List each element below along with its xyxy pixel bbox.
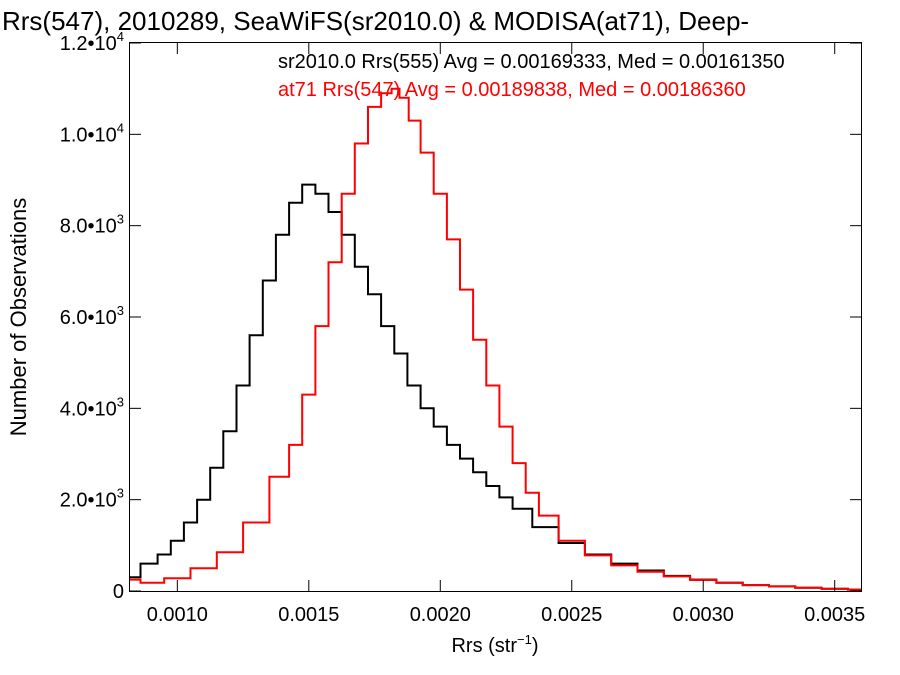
x-axis-ticks: 0.0010 0.0015 0.0020 0.0025 0.0030 0.0035 bbox=[147, 43, 865, 626]
series-layer bbox=[130, 87, 861, 591]
x-axis-label-main: Rrs (str bbox=[451, 635, 517, 657]
x-tick-label: 0.0025 bbox=[541, 604, 602, 626]
legend-annotations: sr2010.0 Rrs(555) Avg = 0.00169333, Med … bbox=[278, 51, 785, 101]
y-tick-label: 1.0•104 bbox=[60, 120, 124, 146]
x-tick-label: 0.0020 bbox=[410, 604, 471, 626]
series-line-1 bbox=[130, 87, 861, 591]
annotation-sr2010: sr2010.0 Rrs(555) Avg = 0.00169333, Med … bbox=[278, 51, 785, 73]
chart-title: Rrs(547), 2010289, SeaWiFS(sr2010.0) & M… bbox=[2, 6, 749, 36]
plot-frame bbox=[129, 42, 862, 592]
plot-area: 0.0010 0.0015 0.0020 0.0025 0.0030 0.0035 0 2.… bbox=[60, 29, 866, 626]
x-axis-label-exponent: −1 bbox=[517, 632, 532, 647]
x-axis-label-close: ) bbox=[532, 635, 539, 657]
x-tick-label: 0.0030 bbox=[673, 604, 734, 626]
y-axis-ticks: 0 2.0•103 4.0•103 6.0•103 8.0•103 1.0•104 1.2•… bbox=[60, 29, 861, 603]
y-tick-label: 0 bbox=[113, 581, 124, 603]
y-tick-label: 1.2•104 bbox=[60, 29, 124, 55]
y-tick-label: 8.0•103 bbox=[60, 212, 124, 238]
y-tick-label: 6.0•103 bbox=[60, 303, 124, 329]
x-tick-label: 0.0035 bbox=[804, 604, 865, 626]
x-tick-label: 0.0010 bbox=[147, 604, 208, 626]
y-axis-label: Number of Observations bbox=[6, 198, 31, 436]
x-tick-label: 0.0015 bbox=[278, 604, 339, 626]
annotation-at71: at71 Rrs(547) Avg = 0.00189838, Med = 0.… bbox=[278, 79, 746, 101]
series-line-0 bbox=[130, 183, 861, 591]
y-tick-label: 4.0•103 bbox=[60, 394, 124, 420]
x-axis-label: Rrs (str−1) bbox=[451, 632, 538, 657]
y-tick-label: 2.0•103 bbox=[60, 486, 124, 512]
